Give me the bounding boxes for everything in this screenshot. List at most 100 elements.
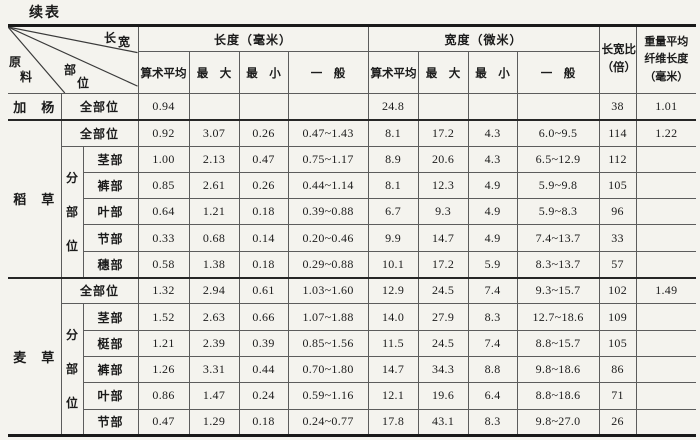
- weight-avg-value-cell: [635, 224, 697, 252]
- width-value-cell: 8.9: [367, 145, 419, 173]
- weight-avg-column-header: 重量平均 纤维长度 （毫米）: [635, 25, 697, 94]
- ratio-value-cell: 71: [598, 382, 637, 410]
- length-value-cell: 0.64: [137, 198, 190, 226]
- length-value-cell: 1.03~1.60: [287, 276, 369, 305]
- width-value-cell: 24.5: [417, 329, 469, 357]
- sub-group-cell: 分部位: [61, 303, 84, 436]
- width-value-cell: 8.8~18.6: [516, 382, 600, 410]
- weight-avg-header-unit: （毫米）: [644, 70, 689, 83]
- part-cell: 裤部: [83, 355, 139, 384]
- length-value-cell: 0.29~0.88: [287, 250, 369, 279]
- table-row: 梃部 1.21 2.39 0.39 0.85~1.56 11.5 24.5 7.4 8.8~15…: [8, 329, 697, 357]
- width-value-cell: 17.2: [417, 250, 469, 279]
- corner-char: 部: [64, 63, 78, 77]
- width-value-cell: 6.5~12.9: [516, 145, 600, 173]
- ratio-header-line: 长宽比: [601, 44, 637, 57]
- length-value-cell: 2.94: [188, 276, 240, 305]
- length-value-cell: 2.13: [188, 145, 240, 173]
- weight-avg-value-cell: [635, 250, 697, 279]
- corner-char: 位: [77, 76, 91, 90]
- width-max-header: 最 大: [417, 51, 469, 94]
- length-group-header: 长度（毫米）: [137, 25, 369, 52]
- part-cell: 裤部: [83, 171, 139, 200]
- width-value-cell: 8.3: [467, 303, 518, 331]
- part-cell: 全部位: [60, 118, 139, 147]
- width-value-cell: 9.8~27.0: [516, 408, 600, 437]
- corner-char: 料: [20, 70, 34, 84]
- length-value-cell: 0.18: [238, 408, 289, 437]
- width-value-cell: 27.9: [417, 303, 469, 331]
- width-value-cell: 8.8~15.7: [516, 329, 600, 357]
- width-value-cell: 9.3: [417, 198, 469, 226]
- width-value-cell: 9.3~15.7: [516, 276, 600, 305]
- length-value-cell: 0.44~1.14: [287, 171, 369, 200]
- weight-avg-value-cell: 1.49: [635, 276, 697, 305]
- ratio-value-cell: 33: [598, 224, 637, 252]
- length-mean-header: 算术平均: [138, 51, 190, 94]
- ratio-value-cell: 26: [598, 408, 637, 437]
- material-cell: 麦 草: [8, 276, 62, 436]
- width-mean-header: 算术平均: [367, 51, 419, 94]
- part-cell: 茎部: [82, 145, 139, 173]
- length-value-cell: [238, 92, 289, 121]
- width-value-cell: [417, 92, 469, 121]
- part-cell: 叶部: [83, 198, 139, 226]
- width-value-cell: 14.7: [367, 355, 419, 384]
- ratio-value-cell: 112: [598, 145, 637, 173]
- sub-header-row: 算术平均 最 大 最 小 一 般 算术平均 最 大 最 小 一 般: [8, 51, 696, 94]
- table-row: 麦 草全部位 1.32 2.94 0.61 1.03~1.60 12.9 24.5 7.4 9.…: [8, 276, 697, 436]
- weight-avg-value-cell: 1.01: [635, 92, 697, 121]
- width-value-cell: 12.9: [367, 276, 419, 305]
- ratio-value-cell: 86: [598, 355, 637, 384]
- table-row: 节部 0.33 0.68 0.14 0.20~0.46 9.9 14.7 4.9 7.4~13.…: [8, 224, 697, 252]
- length-value-cell: 1.52: [137, 303, 190, 331]
- length-value-cell: 1.21: [137, 329, 190, 357]
- weight-avg-value-cell: [635, 145, 697, 173]
- length-value-cell: 0.14: [238, 224, 289, 252]
- length-value-cell: 2.63: [188, 303, 240, 331]
- length-value-cell: 1.07~1.88: [287, 303, 369, 331]
- length-value-cell: 0.47~1.43: [287, 118, 369, 147]
- weight-avg-value-cell: [635, 303, 697, 331]
- width-value-cell: 24.5: [417, 276, 469, 305]
- part-cell: 全部位: [60, 92, 139, 121]
- page-title: 续表: [29, 6, 61, 21]
- width-value-cell: 4.3: [467, 145, 518, 173]
- width-value-cell: 9.8~18.6: [516, 355, 600, 384]
- ratio-value-cell: 102: [598, 276, 637, 305]
- width-value-cell: 6.4: [467, 382, 518, 410]
- length-value-cell: [188, 92, 240, 121]
- diagonal-header-cell: 原料 部位 长宽: [8, 25, 139, 94]
- width-value-cell: 12.1: [367, 382, 419, 410]
- ratio-value-cell: 38: [598, 92, 637, 121]
- width-value-cell: 11.5: [367, 329, 419, 357]
- length-value-cell: 0.24~0.77: [287, 408, 369, 437]
- weight-avg-value-cell: [635, 408, 697, 437]
- width-value-cell: 6.7: [367, 198, 419, 226]
- width-value-cell: [516, 92, 600, 121]
- weight-avg-value-cell: [635, 329, 697, 357]
- length-value-cell: 0.18: [238, 198, 289, 226]
- length-value-cell: 0.47: [238, 145, 289, 173]
- table-row: 叶部 0.86 1.47 0.24 0.59~1.16 12.1 19.6 6.4 8.8~18…: [8, 382, 697, 410]
- width-value-cell: 9.9: [367, 224, 419, 252]
- length-value-cell: 0.85~1.56: [287, 329, 369, 357]
- length-value-cell: 0.39~0.88: [287, 198, 369, 226]
- table-row: 裤部 1.26 3.31 0.44 0.70~1.80 14.7 34.3 8.8 9.8~18…: [8, 355, 697, 384]
- part-cell: 节部: [83, 408, 139, 437]
- table-row: 叶部 0.64 1.21 0.18 0.39~0.88 6.7 9.3 4.9 5.9~8.3 9…: [8, 198, 697, 226]
- length-value-cell: 0.70~1.80: [287, 355, 369, 384]
- length-value-cell: 1.47: [188, 382, 240, 410]
- length-value-cell: 0.92: [137, 118, 190, 147]
- length-value-cell: 1.29: [188, 408, 240, 437]
- table-row: 裤部 0.85 2.61 0.26 0.44~1.14 8.1 12.3 4.9 5.9~9.8…: [8, 171, 697, 200]
- length-value-cell: 1.21: [188, 198, 240, 226]
- width-value-cell: 7.4~13.7: [516, 224, 600, 252]
- width-value-cell: 8.1: [367, 118, 419, 147]
- length-value-cell: 0.39: [238, 329, 289, 357]
- width-value-cell: 4.9: [467, 224, 518, 252]
- length-general-header: 一 般: [287, 51, 369, 94]
- width-value-cell: 12.7~18.6: [516, 303, 600, 331]
- weight-avg-header-line: 纤维长度: [644, 53, 689, 66]
- length-value-cell: [287, 92, 369, 121]
